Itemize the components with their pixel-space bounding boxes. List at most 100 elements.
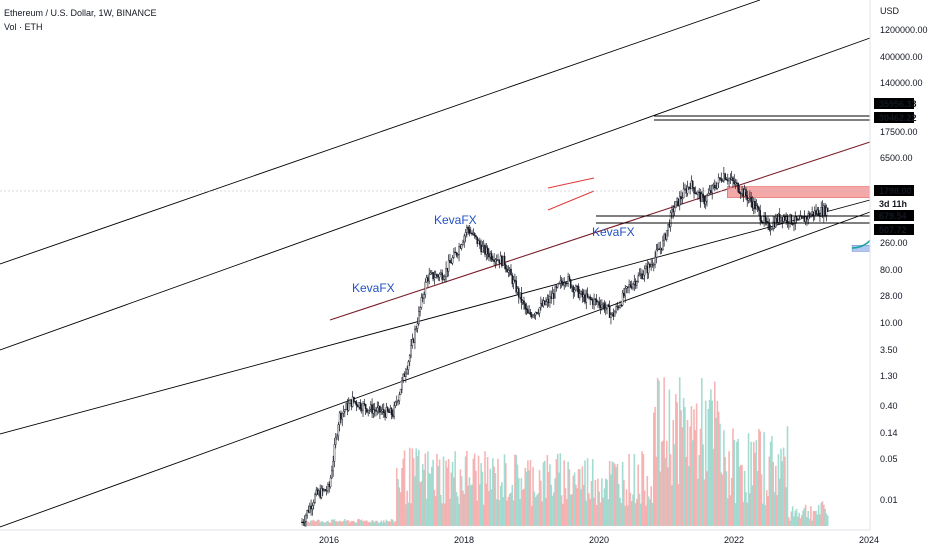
volume-bar [407, 502, 410, 526]
candle-body [734, 182, 737, 185]
candle-body [385, 407, 388, 418]
candle-body [334, 437, 337, 445]
volume-bar [358, 519, 360, 526]
candle-body [701, 193, 703, 202]
volume-bar [549, 464, 551, 526]
candle-body [758, 207, 760, 211]
volume-bar [534, 497, 537, 526]
volume-bar [334, 521, 337, 526]
price-tag-label: 35956.33 [879, 99, 917, 109]
price-axis[interactable] [870, 0, 932, 550]
price-tags: 35956.33 30462.22 1798.00 3d 11h 679.54 507.7… [874, 98, 917, 235]
volume-bar [804, 504, 807, 526]
candle-body [806, 216, 808, 220]
candle-body [681, 197, 684, 200]
volume-bar [571, 494, 573, 526]
volume-bar [420, 481, 423, 526]
time-axis[interactable]: 2016 2018 2020 2022 2024 [319, 535, 879, 545]
volume-bar [564, 488, 567, 526]
candle-body [424, 281, 427, 295]
volume-bar [732, 428, 734, 526]
volume-bar [434, 496, 437, 526]
volume-bar [369, 522, 372, 526]
chart-legend: Ethereum / U.S. Dollar, 1W, BINANCE Vol … [4, 6, 157, 34]
symbol-title[interactable]: Ethereum / U.S. Dollar, 1W, BINANCE [4, 8, 157, 18]
candle-body [781, 217, 784, 222]
volume-bar [612, 462, 615, 526]
candle-body [325, 490, 328, 492]
candle-body [597, 301, 599, 303]
volume-bar [362, 521, 364, 526]
volume-bar [532, 467, 534, 526]
volume-bar [529, 459, 532, 526]
candle-body [632, 283, 634, 289]
candle-body [504, 264, 507, 270]
volume-indicator-label[interactable]: Vol · ETH [4, 22, 43, 32]
candle-body [512, 279, 515, 284]
candle-body [751, 201, 754, 209]
volume-bar [323, 522, 325, 526]
candle-body [528, 311, 530, 314]
candle-body [602, 303, 604, 306]
candle-body [664, 234, 667, 240]
candle-body [619, 304, 621, 308]
volume-bar [578, 469, 581, 526]
candle-body [443, 276, 446, 280]
volume-bar [307, 521, 310, 526]
candle-body [546, 299, 549, 302]
volume-bar [493, 466, 495, 526]
price-tag-label: 30462.22 [879, 113, 917, 123]
candle-body [812, 211, 815, 216]
volume-bar [423, 469, 425, 526]
volume-bar [774, 465, 777, 526]
volume-bar [341, 521, 344, 526]
candle-body [651, 264, 654, 266]
price-tick-label: 0.14 [880, 428, 898, 438]
candle-body [366, 408, 368, 413]
volume-bar [392, 519, 394, 526]
candle-body [432, 272, 434, 280]
candle-body [458, 246, 460, 255]
candle-body [641, 273, 643, 279]
candle-body [353, 396, 355, 402]
volume-bar [463, 493, 466, 526]
time-tick-label: 2018 [454, 535, 474, 545]
candle-body [302, 521, 305, 524]
volume-bar [806, 517, 808, 526]
volume-bar [433, 489, 436, 526]
candle-body [540, 303, 542, 308]
price-tick-label: 1.30 [880, 371, 898, 381]
candle-body [642, 274, 645, 279]
volume-bar [376, 520, 379, 526]
candle-body [741, 189, 743, 194]
volume-bar [810, 506, 812, 526]
volume-bar [798, 512, 800, 526]
volume-bar [737, 438, 739, 526]
candle-body [434, 274, 437, 278]
candle-body [529, 311, 532, 315]
candle-body [660, 247, 663, 250]
candle-body [669, 212, 672, 227]
volume-bar [456, 496, 459, 526]
candle-body [816, 209, 819, 215]
volume-bar [736, 441, 738, 526]
candle-body [815, 210, 817, 215]
price-tag [874, 185, 914, 196]
candle-body [678, 196, 681, 206]
volume-bar [767, 496, 769, 526]
candle-body [699, 192, 702, 202]
volume-bar [777, 454, 780, 526]
volume-bar [442, 456, 445, 526]
candle-body [489, 253, 492, 258]
volume-bar [646, 475, 649, 526]
candle-body [599, 304, 602, 308]
candle-body [659, 247, 662, 251]
candle-body [441, 272, 443, 280]
volume-bar [306, 521, 308, 526]
volume-bar [813, 511, 816, 526]
candle-body [390, 408, 393, 415]
candle-body [594, 298, 597, 300]
volume-bar [602, 497, 604, 526]
volume-bar [464, 456, 467, 526]
